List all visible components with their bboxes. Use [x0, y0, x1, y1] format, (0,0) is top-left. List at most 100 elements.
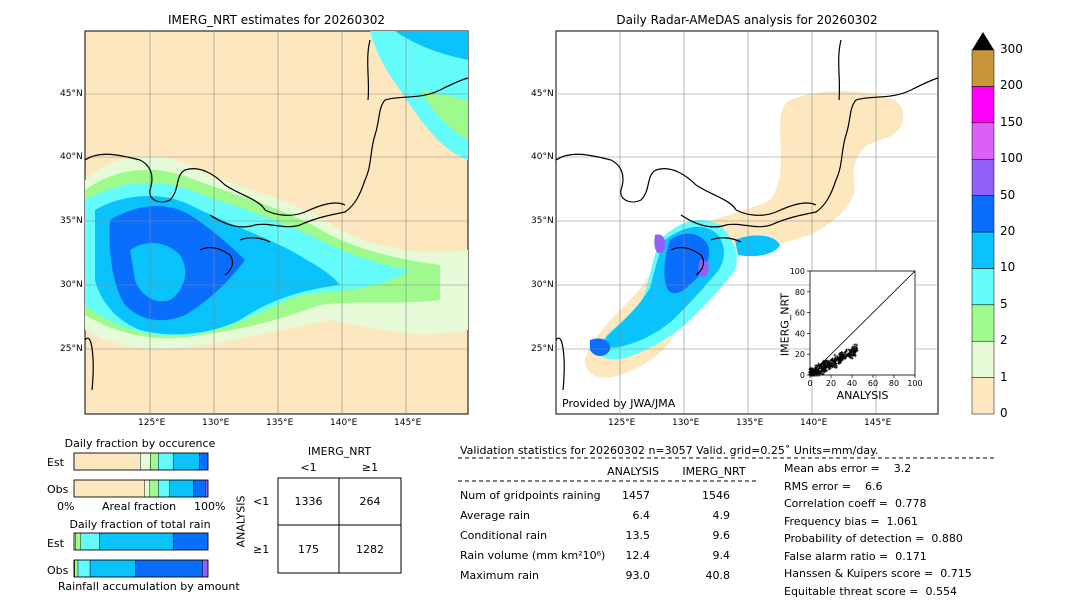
right-lat-35: 35°N — [531, 216, 554, 226]
scatter-point — [841, 357, 845, 361]
scatter-point — [824, 368, 828, 372]
stacked-bar-segment — [172, 452, 200, 471]
validation-col-imerg: IMERG_NRT — [682, 465, 746, 478]
occurrence-row-obs: Obs — [47, 483, 69, 496]
validation-score: RMS error = 6.6 — [784, 479, 883, 493]
left-lon-125: 125°E — [138, 418, 166, 428]
left-lon-130: 130°E — [202, 418, 230, 428]
scatter-point — [854, 346, 858, 350]
scatter-ylabel: IMERG_NRT — [778, 292, 792, 357]
data-credit: Provided by JWA/JMA — [562, 397, 676, 410]
colorbar-swatch — [971, 304, 995, 342]
scatter-diagonal — [809, 270, 916, 376]
contingency-row-title: ANALYSIS — [234, 495, 248, 548]
scatter-point — [823, 369, 827, 373]
scatter-point — [814, 363, 818, 367]
stacked-bar-segment — [150, 452, 159, 471]
scatter-point — [828, 365, 832, 369]
scatter-point — [850, 347, 854, 351]
colorbar-level-label: 10 — [1000, 260, 1016, 275]
colorbar-swatch — [971, 268, 995, 306]
validation-row-label: Rain volume (mm km²10⁶) — [460, 549, 606, 562]
validation-score: Equitable threat score = 0.554 — [784, 584, 957, 598]
colorbar-level-label: 20 — [1000, 224, 1016, 238]
stacked-bar-segment — [158, 479, 171, 498]
validation-row-label: Conditional rain — [460, 529, 548, 542]
colorbar-level-label: 2 — [1000, 333, 1008, 348]
colorbar-swatch — [971, 195, 995, 233]
scatter-point — [845, 348, 849, 352]
scatter-ytick-label: 100 — [790, 267, 805, 276]
colorbar-swatch — [971, 340, 995, 378]
scatter-xtick-label: 20 — [826, 379, 836, 388]
scatter-point — [827, 364, 831, 368]
validation-header: Validation statistics for 20260302 n=305… — [460, 444, 879, 457]
colorbar-swatch — [971, 377, 995, 415]
right-lon-135: 135°E — [736, 418, 764, 428]
validation-score: Hanssen & Kuipers score = 0.715 — [784, 567, 972, 580]
occurrence-bars — [73, 452, 209, 498]
scatter-inset: 0 20 40 60 80 100 0 20 40 60 80 100 — [790, 267, 923, 388]
occurrence-title: Daily fraction by occurence — [64, 437, 216, 450]
scatter-point — [817, 364, 821, 368]
stacked-bar-outline — [73, 479, 209, 498]
right-lat-30: 30°N — [531, 280, 554, 290]
contingency-col-lt1: <1 — [300, 461, 317, 474]
left-lat-30: 30°N — [60, 280, 83, 290]
left-lat-45: 45°N — [60, 89, 83, 99]
scatter-point — [813, 369, 817, 373]
left-lat-25: 25°N — [60, 344, 83, 354]
colorbar-swatch — [971, 49, 995, 87]
scatter-point — [809, 367, 813, 371]
scatter-ytick-label: 80 — [795, 288, 805, 297]
scatter-point — [814, 365, 818, 369]
scatter-point — [840, 354, 844, 358]
amount-bars — [73, 532, 209, 578]
scatter-point — [832, 364, 836, 368]
colorbar-level-label: 1 — [1000, 369, 1008, 384]
validation-row-analysis: 93.0 — [625, 569, 651, 582]
scatter-xtick-label: 60 — [868, 379, 878, 388]
validation-rules — [458, 457, 996, 482]
scatter-point — [833, 356, 837, 360]
left-lon-135: 135°E — [266, 418, 294, 428]
scatter-point — [852, 349, 856, 353]
stacked-bar-segment — [74, 559, 79, 578]
scatter-point — [855, 343, 859, 347]
validation-score: False alarm ratio = 0.171 — [784, 549, 927, 563]
stacked-bar-outline — [73, 559, 209, 578]
validation-score: Frequency bias = 1.061 — [784, 514, 919, 528]
amount-footer: Rainfall accumulation by amount — [58, 580, 240, 593]
stacked-bar-segment — [99, 532, 174, 551]
scatter-ytick-label: 0 — [800, 371, 805, 380]
scatter-point — [846, 352, 850, 356]
scatter-ytick-label: 20 — [795, 350, 805, 359]
validation-row-label: Maximum rain — [460, 569, 539, 582]
stacked-bar-segment — [77, 559, 91, 578]
colorbar-overflow-arrow — [972, 32, 994, 50]
stacked-bar-segment — [205, 479, 209, 498]
stacked-bar-outline — [73, 532, 209, 551]
scatter-point — [817, 368, 821, 372]
contingency-cell: 1282 — [356, 542, 384, 556]
scatter-point — [833, 362, 837, 366]
colorbar-level-label: 50 — [1000, 187, 1016, 202]
occurrence-x-mid: Areal fraction — [102, 500, 177, 513]
stacked-bar-segment — [149, 479, 159, 498]
validation-col-analysis: ANALYSIS — [607, 465, 659, 478]
left-map-coastline — [84, 39, 469, 391]
validation-row-label: Average rain — [460, 509, 530, 522]
stacked-bar-segment — [73, 452, 141, 471]
validation-row-imerg: 4.9 — [712, 509, 731, 522]
contingency-row-ge1: ≥1 — [253, 543, 270, 556]
validation-row-imerg: 9.6 — [712, 529, 731, 542]
colorbar-swatch — [971, 158, 995, 196]
scatter-point — [829, 358, 833, 362]
scatter-point — [849, 353, 853, 357]
scatter-point — [822, 362, 826, 366]
scatter-ticks: 0 20 40 60 80 100 0 20 40 60 80 100 — [790, 267, 923, 388]
scatter-point — [833, 353, 837, 357]
validation-row-imerg: 9.4 — [712, 549, 731, 562]
amount-row-est: Est — [47, 537, 64, 550]
